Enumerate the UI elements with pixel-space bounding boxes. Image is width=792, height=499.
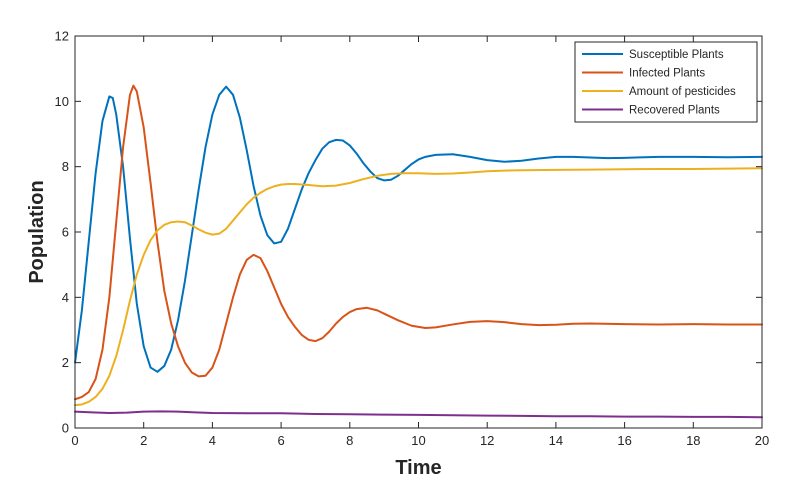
y-tick-label: 12 xyxy=(55,29,69,44)
x-tick-label: 20 xyxy=(755,433,769,448)
y-tick-label: 0 xyxy=(62,421,69,436)
x-tick-label: 4 xyxy=(209,433,216,448)
x-tick-label: 10 xyxy=(411,433,425,448)
x-tick-label: 6 xyxy=(277,433,284,448)
x-tick-label: 2 xyxy=(140,433,147,448)
x-tick-label: 8 xyxy=(346,433,353,448)
legend-label: Amount of pesticides xyxy=(629,86,736,98)
axes: 0 2 4 6 8 10 12 14 16 18 20 0 2 4 6 8 10 12 xyxy=(55,29,770,449)
x-tick-label: 12 xyxy=(480,433,494,448)
series-line-4 xyxy=(74,410,763,419)
series-line-2 xyxy=(74,84,763,401)
y-tick-label: 4 xyxy=(62,290,69,305)
x-axis-title: Time xyxy=(395,457,441,479)
series-line-3 xyxy=(74,167,763,407)
y-tick-label: 2 xyxy=(62,355,69,370)
legend-label: Infected Plants xyxy=(629,68,705,80)
plot-area xyxy=(74,84,763,419)
x-tick-label: 16 xyxy=(617,433,631,448)
series-line-1 xyxy=(74,85,763,373)
legend: Susceptible Plants Infected Plants Amount … xyxy=(574,41,758,123)
legend-label: Recovered Plants xyxy=(629,105,720,117)
y-tick-label: 8 xyxy=(62,159,69,174)
x-tick-label: 0 xyxy=(71,433,78,448)
y-axis-title: Population xyxy=(26,180,48,283)
legend-label: Susceptible Plants xyxy=(629,49,724,61)
x-tick-label: 14 xyxy=(549,433,563,448)
y-tick-label: 10 xyxy=(55,94,69,109)
x-tick-label: 18 xyxy=(686,433,700,448)
y-tick-label: 6 xyxy=(62,225,69,240)
